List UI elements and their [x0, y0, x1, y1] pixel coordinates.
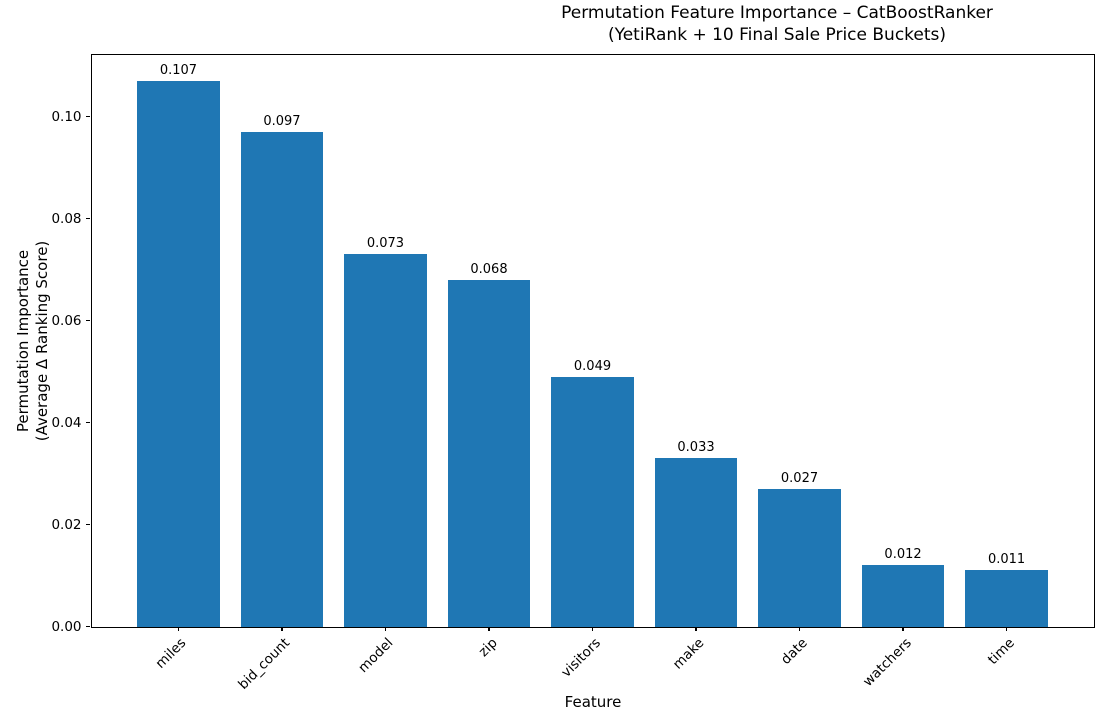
chart-title-line2: (YetiRank + 10 Final Sale Price Buckets): [607, 25, 947, 45]
bar-time: [965, 570, 1048, 627]
bar-miles: [137, 81, 220, 627]
y-tick-label: 0.04: [51, 414, 82, 431]
bar-value-label: 0.097: [263, 114, 301, 129]
x-tick-mark: [281, 626, 283, 631]
chart-title-line1: Permutation Feature Importance – CatBoos…: [561, 3, 993, 23]
x-tick-mark: [798, 626, 801, 631]
bar-date: [758, 488, 841, 627]
bar-visitors: [551, 376, 634, 627]
x-tick-label-miles: miles: [152, 634, 190, 672]
x-axis-label: Feature: [564, 693, 622, 711]
y-tick-mark: [86, 320, 90, 322]
bar-value-label: 0.011: [987, 552, 1026, 568]
bar-value-label: 0.073: [366, 236, 405, 252]
bar-bid_count: [240, 132, 324, 627]
bar-zip: [447, 279, 531, 627]
y-tick-label: 0.08: [51, 210, 82, 227]
bar-value-label: 0.027: [780, 470, 819, 486]
x-tick-mark: [488, 626, 490, 631]
y-tick-mark: [86, 218, 90, 220]
bar-model: [344, 254, 427, 627]
x-tick-mark: [591, 626, 594, 631]
x-tick-label-make: make: [669, 634, 708, 673]
bar-value-label: 0.068: [470, 261, 508, 277]
x-tick-label-zip: zip: [475, 634, 501, 660]
x-tick-label-watchers: watchers: [859, 634, 915, 690]
bar-value-label: 0.049: [573, 358, 612, 374]
bar-make: [654, 458, 738, 627]
x-tick-label-bid_count: bid_count: [235, 634, 294, 693]
x-tick-label-date: date: [777, 634, 811, 668]
y-axis-label-line1: Permutation Importance: [14, 249, 32, 433]
x-tick-mark: [384, 626, 387, 631]
y-tick-mark: [86, 625, 90, 628]
x-tick-mark: [695, 626, 697, 631]
y-tick-label: 0.10: [51, 108, 82, 125]
bar-value-label: 0.033: [677, 440, 715, 456]
bar-watchers: [861, 565, 945, 627]
x-tick-mark: [177, 626, 180, 631]
y-axis-label-line2: (Average Δ Ranking Score): [33, 240, 51, 442]
y-tick-mark: [86, 421, 90, 424]
y-tick-label: 0.06: [51, 312, 82, 329]
y-tick-mark: [86, 523, 90, 526]
bar-value-label: 0.012: [884, 547, 922, 563]
y-axis-label: Permutation Importance (Average Δ Rankin…: [14, 241, 52, 442]
bar-value-label: 0.107: [159, 63, 198, 79]
y-tick-label: 0.02: [51, 516, 82, 533]
plot-area: 0.107 miles 0.097 bid_count 0.073 model 0.068 z…: [51, 53, 1095, 692]
x-tick-mark: [902, 626, 904, 631]
y-tick-label: 0.00: [51, 618, 82, 635]
chart-title: Permutation Feature Importance – CatBoos…: [561, 2, 993, 46]
x-tick-label-time: time: [984, 634, 1018, 668]
x-tick-mark: [1005, 626, 1008, 631]
x-tick-label-model: model: [355, 634, 397, 676]
x-tick-label-visitors: visitors: [558, 634, 604, 681]
y-tick-mark: [86, 116, 90, 118]
